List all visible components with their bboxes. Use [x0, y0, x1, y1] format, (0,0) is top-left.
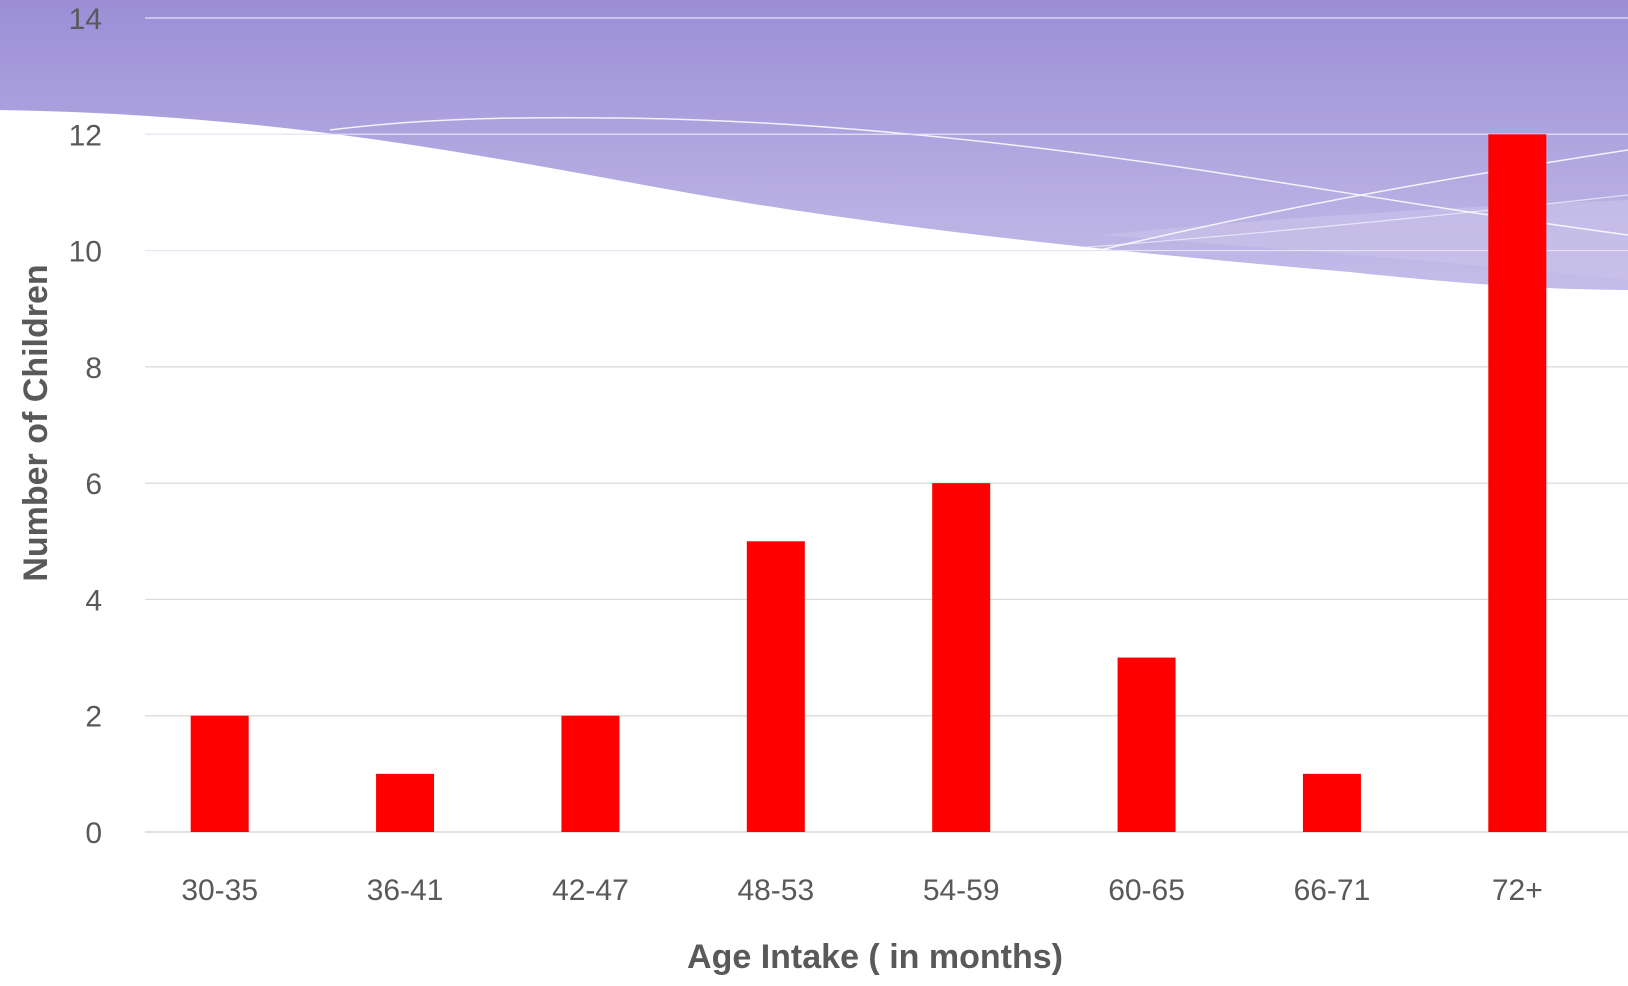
bar-48-53 — [746, 541, 805, 832]
wave-shape — [0, 0, 1628, 290]
x-axis-tick-labels: 30-35 36-41 42-47 48-53 54-59 60-65 66-71 72+ — [181, 874, 1542, 907]
y-tick-label: 4 — [85, 584, 102, 617]
x-tick-label: 36-41 — [367, 874, 444, 907]
x-tick-label: 72+ — [1492, 874, 1543, 907]
y-axis-tick-labels: 0 2 4 6 8 10 12 14 — [69, 3, 102, 850]
bar-42-47 — [561, 715, 620, 832]
bar-60-65 — [1117, 657, 1176, 832]
y-tick-label: 12 — [69, 119, 102, 152]
x-tick-label: 54-59 — [923, 874, 1000, 907]
y-tick-label: 10 — [69, 236, 102, 269]
x-tick-label: 30-35 — [181, 874, 258, 907]
bar-36-41 — [376, 773, 435, 832]
wave-line — [329, 117, 1628, 236]
bars — [190, 134, 1547, 833]
background-wave-decoration — [0, 0, 1628, 290]
bar-54-59 — [932, 483, 991, 832]
x-tick-label: 60-65 — [1108, 874, 1185, 907]
y-tick-label: 14 — [69, 3, 102, 36]
x-axis-title: Age Intake ( in months) — [687, 938, 1063, 976]
bar-30-35 — [190, 715, 249, 832]
y-tick-label: 8 — [85, 352, 102, 385]
y-tick-label: 0 — [85, 817, 102, 850]
bar-66-71 — [1302, 773, 1361, 832]
wave-line — [1049, 194, 1628, 251]
x-tick-label: 48-53 — [737, 874, 814, 907]
y-tick-label: 2 — [85, 701, 102, 734]
bar-72+ — [1488, 134, 1547, 833]
x-tick-label: 66-71 — [1294, 874, 1371, 907]
y-tick-label: 6 — [85, 468, 102, 501]
x-tick-label: 42-47 — [552, 874, 629, 907]
y-axis-title: Number of Children — [17, 264, 55, 581]
